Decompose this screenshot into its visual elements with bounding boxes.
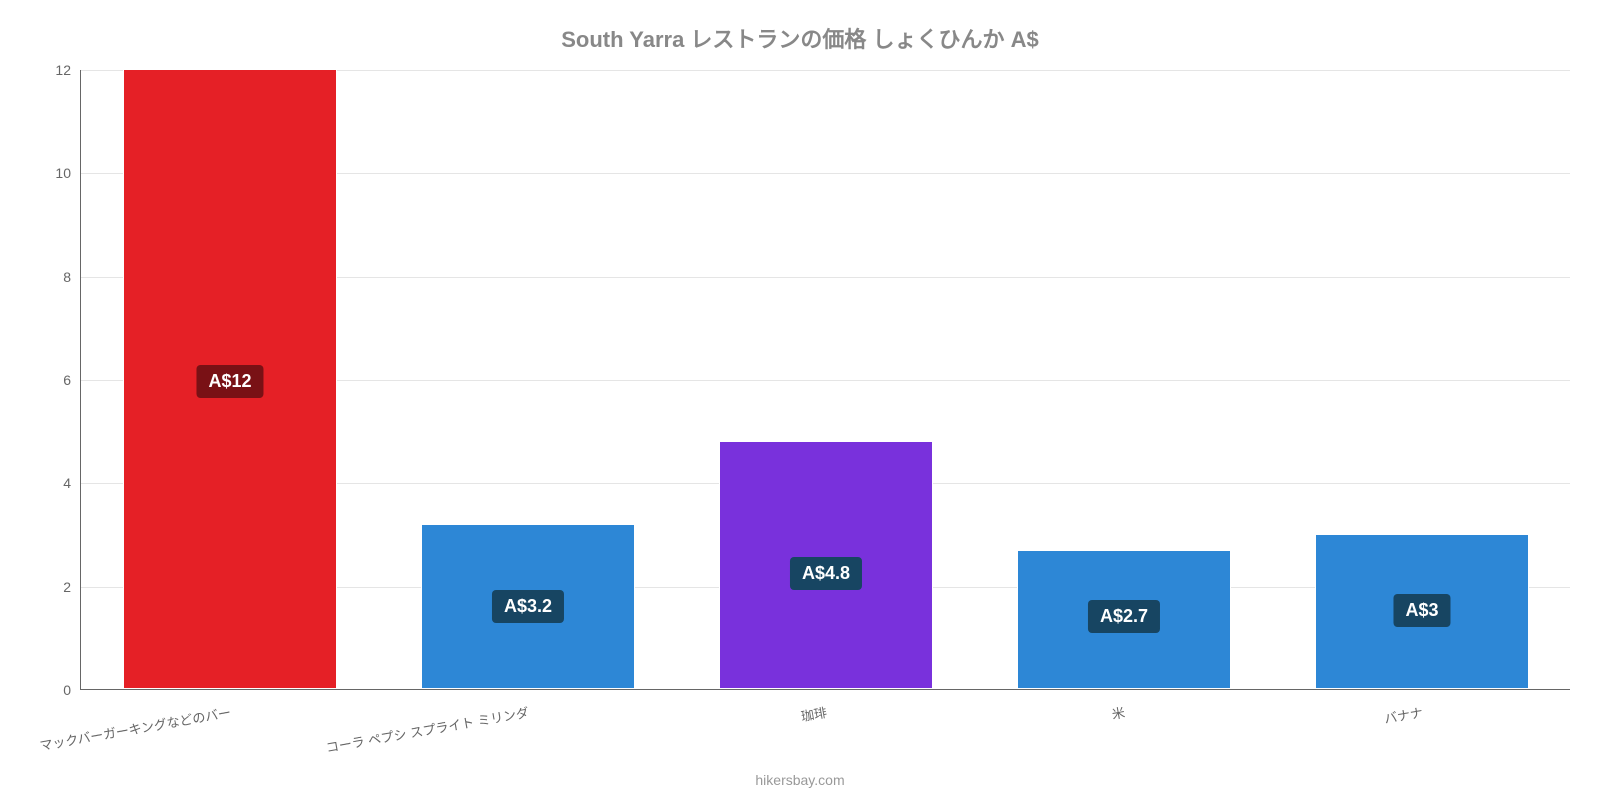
bar-value-label: A$12	[196, 365, 263, 398]
y-tick-label: 10	[55, 165, 81, 181]
bar-value-label: A$3	[1393, 594, 1450, 627]
x-tick-label: バナナ	[1383, 702, 1425, 727]
x-axis-labels: マックバーガーキングなどのバーコーラ ペプシ スプライト ミリンダ珈琲米バナナ	[80, 698, 1570, 758]
bar-value-label: A$4.8	[790, 557, 862, 590]
chart-title: South Yarra レストランの価格 しょくひんか A$	[0, 22, 1600, 54]
y-tick-label: 6	[63, 372, 81, 388]
x-tick-label: 珈琲	[799, 702, 828, 725]
x-tick-label: マックバーガーキングなどのバー	[38, 702, 232, 754]
y-tick-label: 2	[63, 579, 81, 595]
price-bar-chart: South Yarra レストランの価格 しょくひんか A$ 0 2 4 6 8 10 12…	[0, 0, 1600, 800]
bar-value-label: A$3.2	[492, 590, 564, 623]
attribution-text: hikersbay.com	[0, 772, 1600, 788]
y-tick-label: 4	[63, 475, 81, 491]
y-tick-label: 12	[55, 62, 81, 78]
x-tick-label: コーラ ペプシ スプライト ミリンダ	[324, 702, 530, 756]
y-tick-label: 8	[63, 269, 81, 285]
x-tick-label: 米	[1110, 702, 1126, 723]
plot-area: 024681012A$12A$3.2A$4.8A$2.7A$3	[80, 70, 1570, 690]
bar-value-label: A$2.7	[1088, 600, 1160, 633]
y-tick-label: 0	[63, 682, 81, 698]
